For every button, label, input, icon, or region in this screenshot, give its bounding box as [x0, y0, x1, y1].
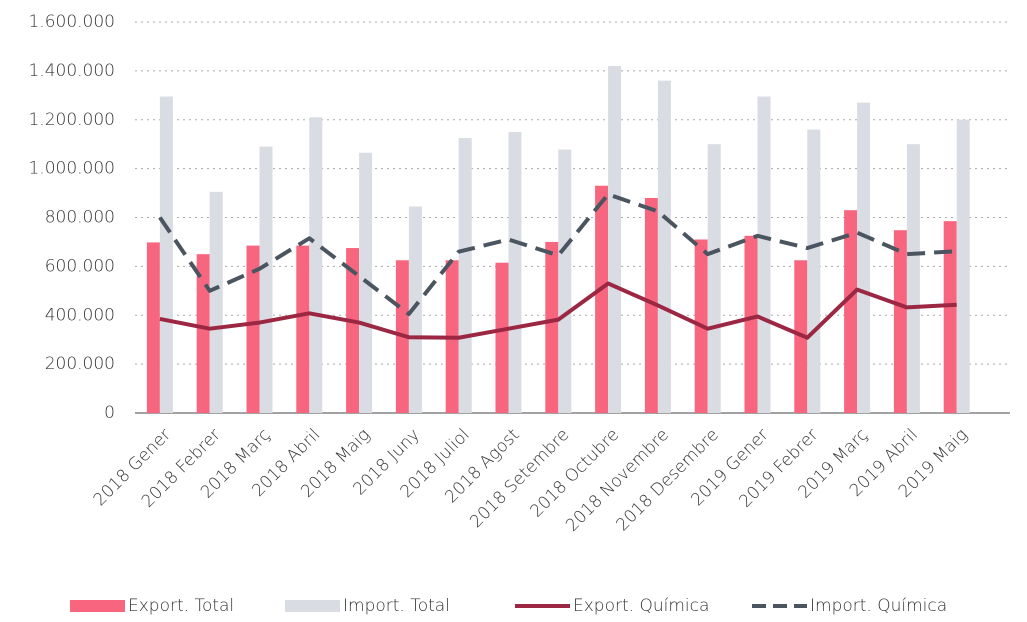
bar: [545, 241, 559, 413]
legend-label: Export. Química: [573, 596, 709, 616]
bar: [943, 221, 957, 413]
y-tick-label: 400.000: [45, 305, 115, 325]
bar: [209, 191, 223, 413]
bar: [807, 129, 821, 413]
bar: [657, 80, 671, 414]
y-tick-label: 1.400.000: [28, 61, 115, 81]
bar: [757, 96, 771, 414]
bar: [893, 230, 907, 413]
bar: [595, 185, 609, 413]
bar: [956, 119, 970, 413]
bar: [196, 254, 210, 413]
bar: [508, 131, 522, 413]
bar: [608, 65, 622, 414]
bar: [495, 262, 509, 413]
legend-swatch: [70, 600, 125, 612]
bar: [644, 197, 658, 413]
y-tick-label: 200.000: [45, 354, 115, 374]
y-tick-label: 1.000.000: [28, 159, 115, 179]
bar: [408, 206, 422, 413]
bar: [159, 96, 173, 414]
bar: [146, 242, 160, 413]
y-tick-label: 600.000: [45, 256, 115, 276]
legend-swatch: [285, 600, 340, 612]
bar: [844, 210, 858, 413]
bar: [259, 146, 273, 413]
bar: [906, 144, 920, 413]
bar: [309, 117, 323, 414]
legend-label: Export. Total: [128, 596, 234, 616]
bar: [458, 138, 472, 413]
bar: [558, 149, 572, 413]
line: [159, 281, 957, 340]
bar: [346, 248, 360, 413]
legend-label: Import. Química: [810, 596, 947, 616]
y-tick-label: 0: [104, 403, 115, 423]
y-tick-label: 1.200.000: [28, 110, 115, 130]
bar: [246, 245, 260, 413]
y-tick-label: 1.600.000: [28, 12, 115, 32]
y-tick-label: 800.000: [45, 208, 115, 228]
bar: [744, 235, 758, 413]
bar: [707, 144, 721, 413]
x-tick-label: 2018 Octubre: [527, 425, 624, 522]
bar: [296, 245, 310, 413]
bar: [857, 102, 871, 414]
legend-label: Import. Total: [343, 596, 450, 616]
